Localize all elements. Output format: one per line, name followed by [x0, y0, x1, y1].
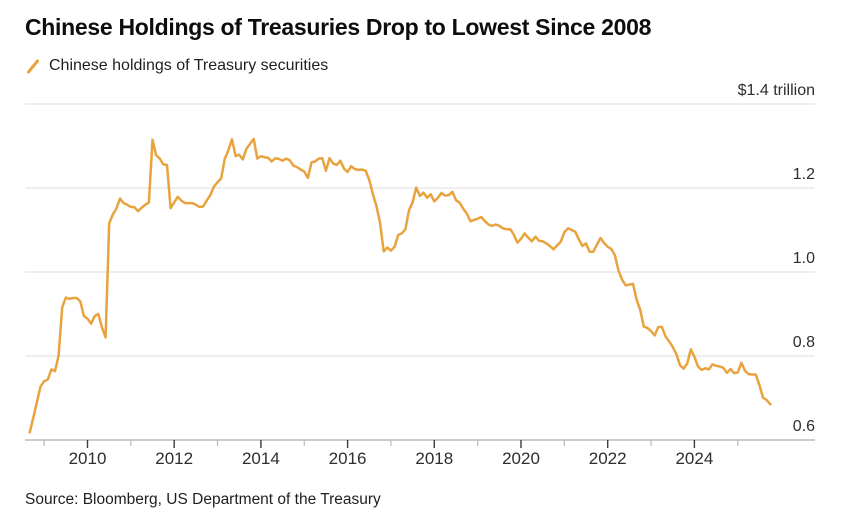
treasury-holdings-line	[28, 137, 772, 434]
legend-line-marker-icon	[27, 59, 39, 73]
y-axis-label: $1.4 trillion	[737, 82, 815, 99]
x-axis-label: 2022	[588, 449, 627, 468]
x-axis-label: 2020	[502, 449, 540, 468]
legend: Chinese holdings of Treasury securities	[25, 57, 328, 75]
chart-title: Chinese Holdings of Treasuries Drop to L…	[25, 14, 652, 40]
y-axis-label: 1.2	[792, 166, 815, 183]
legend-label: Chinese holdings of Treasury securities	[49, 57, 329, 74]
y-axis-label: 1.0	[792, 250, 815, 267]
x-axis-label: 2018	[415, 449, 454, 468]
source-caption: Source: Bloomberg, US Department of the …	[25, 491, 381, 508]
x-axis-label: 2014	[241, 449, 280, 468]
x-axis-label: 2016	[328, 449, 367, 468]
x-axis-label: 2010	[68, 449, 107, 468]
y-axis-label: 0.6	[792, 418, 815, 435]
y-axis-label: 0.8	[792, 334, 815, 351]
x-axis-label: 2024	[675, 449, 714, 468]
x-axis-label: 2012	[155, 449, 194, 468]
